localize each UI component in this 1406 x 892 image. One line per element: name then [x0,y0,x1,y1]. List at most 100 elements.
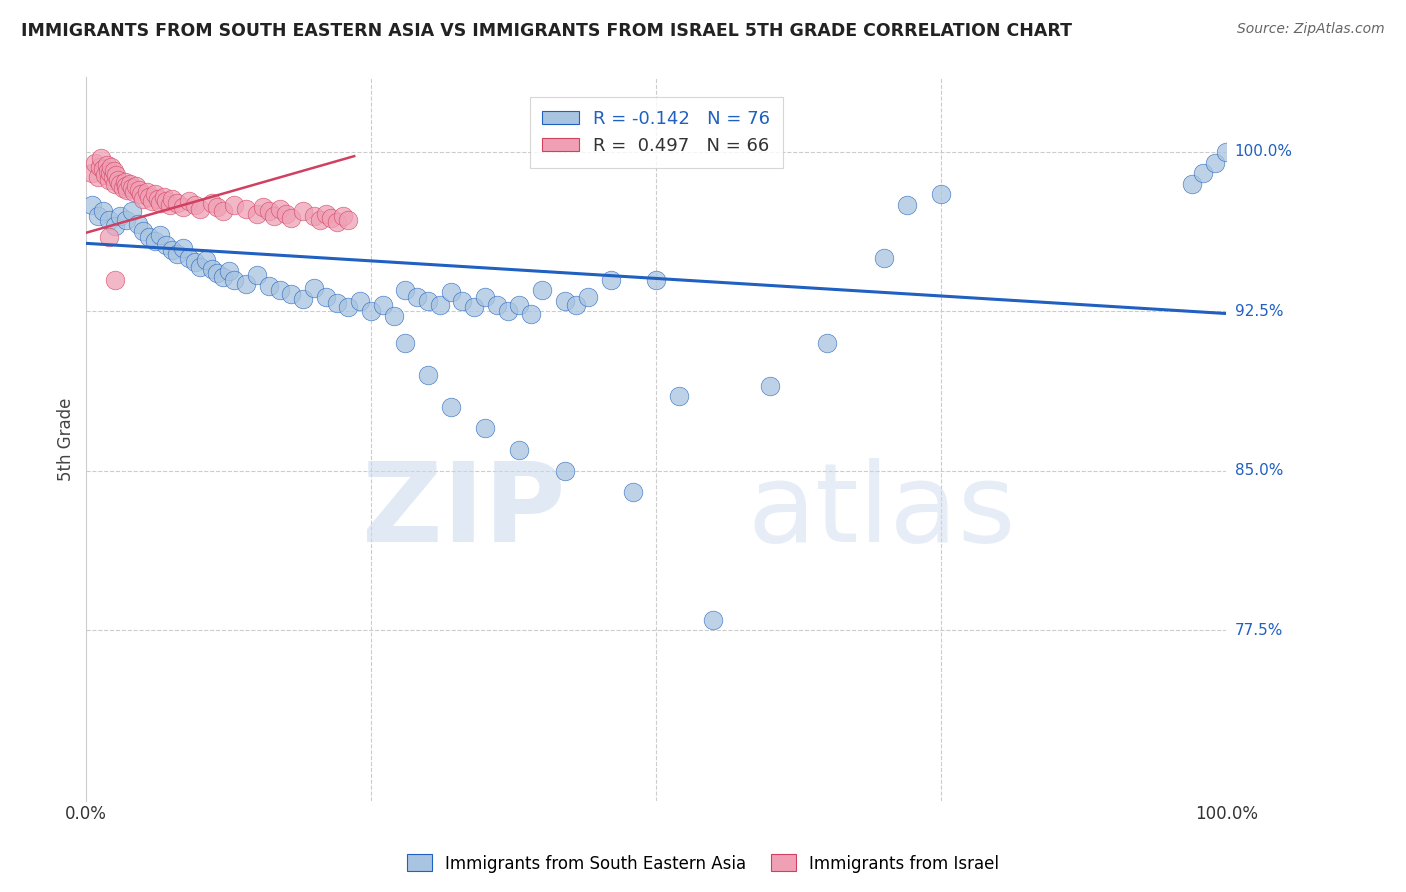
Point [520,306,543,320]
Point [309,213,332,227]
Point [143,234,166,248]
Point [280,287,302,301]
Point [337,213,360,227]
Point [98,213,121,227]
Text: atlas: atlas [748,458,1017,565]
Point [360,304,382,318]
Point [474,289,496,303]
Point [246,206,269,220]
Point [146,192,169,206]
Point [429,298,451,312]
Point [143,187,166,202]
Text: 77.5%: 77.5% [1234,623,1282,638]
Point [80,198,103,212]
Point [485,298,508,312]
Point [873,252,896,266]
Point [418,293,440,308]
Point [382,309,405,323]
Point [138,230,160,244]
Point [188,260,211,274]
Point [104,272,127,286]
Point [269,202,291,217]
Point [337,300,360,314]
Point [304,281,326,295]
Point [107,172,129,186]
Legend: Immigrants from South Eastern Asia, Immigrants from Israel: Immigrants from South Eastern Asia, Immi… [399,847,1007,880]
Point [93,204,115,219]
Point [183,198,205,212]
Point [218,264,240,278]
Point [118,177,141,191]
Point [111,181,134,195]
Point [394,336,416,351]
Point [93,161,115,176]
Point [394,283,416,297]
Point [121,204,143,219]
Point [440,285,463,300]
Point [212,204,235,219]
Point [155,238,177,252]
Point [668,389,690,403]
Point [565,298,588,312]
Text: 100.0%: 100.0% [1234,145,1292,160]
Point [263,209,285,223]
Point [135,186,157,200]
Point [114,175,136,189]
Point [235,202,257,217]
Point [172,200,194,214]
Point [98,172,121,186]
Text: ZIP: ZIP [361,458,565,565]
Point [115,178,138,193]
Point [702,613,724,627]
Point [132,224,155,238]
Point [759,379,782,393]
Point [86,209,108,223]
Point [315,289,337,303]
Point [257,204,280,219]
Point [405,289,427,303]
Y-axis label: 5th Grade: 5th Grade [58,397,75,481]
Point [207,200,229,214]
Point [576,289,599,303]
Point [160,243,183,257]
Point [188,202,211,217]
Point [269,283,291,297]
Point [80,166,103,180]
Point [149,227,172,242]
Point [246,268,269,283]
Point [183,255,205,269]
Point [645,272,668,286]
Point [321,211,343,225]
Text: 85.0%: 85.0% [1234,464,1282,478]
Point [98,166,121,180]
Point [127,217,149,231]
Point [326,296,349,310]
Point [121,181,143,195]
Text: IMMIGRANTS FROM SOUTH EASTERN ASIA VS IMMIGRANTS FROM ISRAEL 5TH GRADE CORRELATI: IMMIGRANTS FROM SOUTH EASTERN ASIA VS IM… [21,22,1073,40]
Point [132,192,155,206]
Point [315,206,337,220]
Point [122,186,145,200]
Point [97,164,120,178]
Point [84,155,107,169]
Point [153,189,176,203]
Point [90,151,112,165]
Point [599,272,621,286]
Point [96,158,118,172]
Point [291,204,314,219]
Point [554,293,576,308]
Point [474,421,496,435]
Point [100,160,122,174]
Point [104,177,127,191]
Point [224,272,246,286]
Point [117,183,139,197]
Text: Source: ZipAtlas.com: Source: ZipAtlas.com [1237,22,1385,37]
Point [155,194,177,208]
Point [508,442,530,457]
Point [166,196,188,211]
Point [326,215,349,229]
Point [1215,145,1237,159]
Point [304,209,326,223]
Point [451,293,474,308]
Point [177,252,200,266]
